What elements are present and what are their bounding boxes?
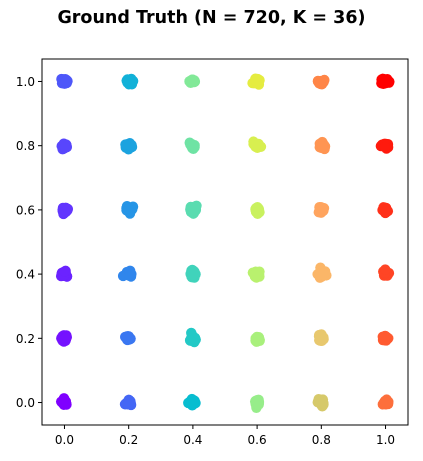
- data-point: [123, 398, 134, 410]
- data-point: [189, 266, 200, 277]
- cluster: [314, 136, 331, 155]
- cluster: [55, 393, 72, 410]
- cluster: [56, 73, 73, 89]
- data-point: [251, 73, 263, 85]
- y-tick-label: 0.6: [16, 203, 35, 217]
- cluster: [117, 265, 137, 282]
- cluster: [56, 138, 73, 155]
- data-point: [379, 141, 390, 153]
- data-point: [185, 201, 196, 213]
- cluster: [249, 394, 265, 413]
- cluster: [121, 201, 139, 219]
- data-point: [61, 331, 73, 343]
- cluster: [312, 394, 329, 412]
- cluster: [247, 266, 265, 283]
- y-tick-label: 0.2: [16, 332, 35, 346]
- data-point: [124, 268, 135, 280]
- cluster: [313, 201, 330, 218]
- data-point: [250, 206, 262, 218]
- data-point: [250, 140, 261, 151]
- plot-frame: [41, 58, 409, 426]
- data-point: [59, 142, 71, 153]
- cluster: [184, 74, 201, 89]
- data-point: [253, 394, 264, 406]
- cluster: [120, 138, 138, 155]
- y-tick-label: 1.0: [16, 75, 35, 89]
- y-tick-label: 0.0: [16, 396, 35, 410]
- data-point: [59, 266, 70, 277]
- x-tick-label: 0.0: [55, 433, 74, 447]
- data-point: [122, 205, 133, 217]
- cluster: [248, 136, 267, 153]
- data-point: [315, 77, 326, 88]
- y-tick-label: 0.4: [16, 268, 35, 282]
- data-point: [317, 141, 328, 152]
- chart-title: Ground Truth (N = 720, K = 36): [57, 8, 366, 28]
- x-tick-label: 0.4: [183, 433, 202, 447]
- data-point: [318, 398, 329, 409]
- data-point: [186, 397, 197, 408]
- data-point: [249, 269, 260, 280]
- cluster: [377, 202, 394, 219]
- cluster: [247, 73, 265, 90]
- data-point: [185, 139, 196, 150]
- cluster: [313, 329, 329, 347]
- data-point: [184, 335, 196, 346]
- data-point: [120, 139, 131, 150]
- y-tick-label: 0.8: [16, 139, 35, 153]
- cluster: [250, 331, 265, 347]
- cluster: [121, 73, 139, 90]
- x-tick-label: 0.8: [312, 433, 331, 447]
- cluster: [185, 264, 201, 283]
- cluster: [185, 200, 202, 219]
- cluster: [183, 393, 201, 411]
- y-axis: 0.0 0.2 0.4 0.6 0.8 1.0: [16, 75, 42, 410]
- cluster: [378, 264, 395, 281]
- cluster: [376, 73, 395, 90]
- data-point: [62, 203, 74, 215]
- cluster: [184, 137, 200, 155]
- cluster: [377, 394, 394, 410]
- cluster: [119, 394, 137, 411]
- data-point: [61, 75, 72, 87]
- cluster: [375, 138, 394, 154]
- data-point: [380, 77, 391, 89]
- x-tick-label: 0.2: [119, 433, 138, 447]
- points-layer: [55, 73, 395, 413]
- cluster: [55, 265, 73, 282]
- x-tick-label: 1.0: [376, 433, 395, 447]
- data-point: [314, 334, 325, 346]
- data-point: [379, 330, 391, 342]
- data-point: [184, 76, 195, 87]
- cluster: [56, 330, 73, 347]
- x-axis: 0.0 0.2 0.4 0.6 0.8 1.0: [55, 425, 395, 447]
- data-point: [121, 75, 133, 86]
- data-point: [120, 331, 131, 343]
- cluster: [377, 330, 394, 346]
- data-point: [313, 207, 324, 218]
- cluster: [184, 327, 201, 348]
- data-point: [380, 397, 392, 409]
- cluster: [120, 331, 136, 346]
- data-point: [251, 336, 262, 347]
- x-tick-label: 0.6: [248, 433, 267, 447]
- data-point: [314, 269, 326, 280]
- cluster: [57, 202, 74, 220]
- data-point: [57, 396, 68, 408]
- cluster: [312, 262, 332, 283]
- data-point: [381, 205, 392, 217]
- cluster: [250, 202, 265, 220]
- data-point: [380, 264, 391, 275]
- cluster: [312, 74, 330, 90]
